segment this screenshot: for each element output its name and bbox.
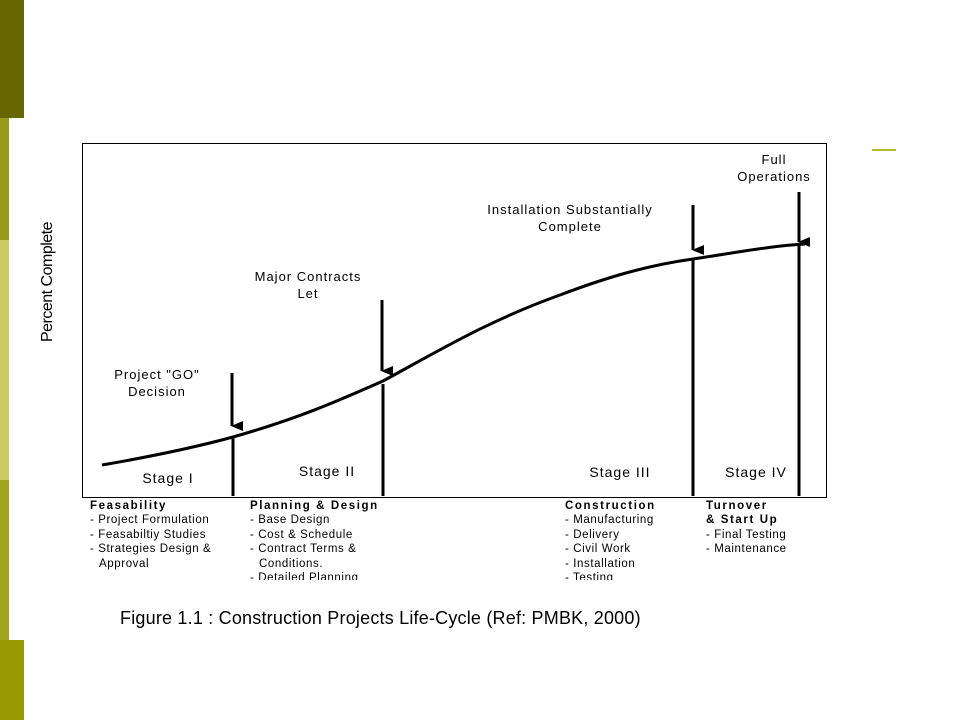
sidebar-band-3 [0, 240, 9, 480]
phase-title: Planning & Design [250, 500, 379, 512]
stage-label-2: Stage II [298, 463, 356, 479]
sidebar-band-2 [0, 118, 9, 240]
sidebar-band-4 [0, 480, 9, 640]
phase-item: - Maintenance [706, 543, 787, 556]
phase-planning-design: Planning & Design - Base Design - Cost &… [250, 499, 379, 580]
phase-item: - Final Testing [706, 528, 787, 541]
stage-label-1: Stage I [142, 470, 194, 486]
milestone-project-go: Project "GO" Decision [114, 367, 200, 399]
phase-item: - Feasabiltiy Studies [90, 528, 207, 541]
milestone-major-contracts: Major Contracts Let [254, 269, 362, 301]
phase-item: - Installation [565, 557, 636, 570]
milestone-full-operations: Full Operations [737, 152, 811, 184]
sidebar-band-top [0, 0, 24, 118]
phase-construction: Construction - Manufacturing - Delivery … [565, 499, 656, 580]
phase-item: - Testing [565, 572, 614, 580]
stage-label-3: Stage III [589, 464, 651, 480]
phase-title: Construction [565, 500, 656, 512]
sidebar-band-bottom [0, 640, 24, 720]
phase-descriptions: Feasability - Project Formulation - Feas… [80, 496, 840, 580]
phase-item: - Cost & Schedule [250, 528, 353, 541]
phase-item: - Contract Terms & [250, 543, 357, 556]
y-axis-label: Percent Complete [39, 221, 56, 343]
accent-dash [872, 149, 896, 151]
phase-item: - Civil Work [565, 543, 631, 556]
phase-item: - Manufacturing [565, 514, 654, 527]
phase-item: - Base Design [250, 514, 331, 527]
phase-item: - Detailed Planning [250, 572, 359, 580]
phase-turnover: Turnover & Start Up - Final Testing - Ma… [706, 499, 787, 557]
phase-item: - Strategies Design & [90, 543, 212, 556]
diagram-frame [82, 143, 827, 498]
phase-title: Feasability [90, 500, 168, 512]
phase-item: - Delivery [565, 528, 620, 541]
progress-curve [101, 242, 806, 467]
phase-item: Approval [99, 557, 150, 570]
figure-caption: Figure 1.1 : Construction Projects Life-… [120, 608, 641, 628]
phase-item: Conditions. [259, 557, 324, 570]
stage-label-4: Stage IV [725, 464, 787, 480]
phase-item: - Project Formulation [90, 514, 210, 527]
phase-title: Turnover & Start Up [706, 500, 779, 527]
milestone-installation: Installation Substantially Complete [487, 202, 653, 234]
phase-feasability: Feasability - Project Formulation - Feas… [90, 499, 211, 571]
